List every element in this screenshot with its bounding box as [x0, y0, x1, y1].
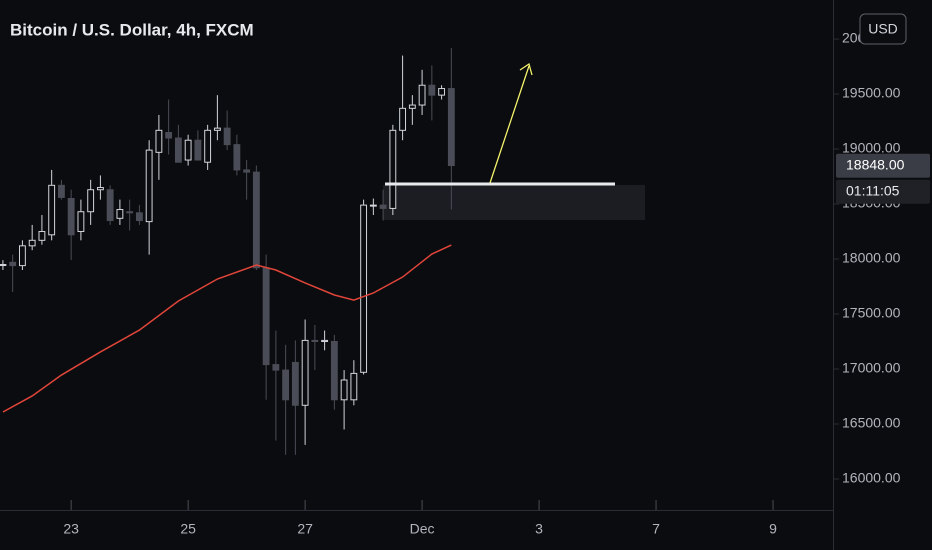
candle-body	[243, 169, 251, 173]
last-price-label: 18848.00	[846, 156, 905, 172]
countdown-badge	[836, 179, 930, 204]
candle-body	[126, 211, 134, 214]
y-tick-label: 18000.00	[842, 250, 901, 266]
x-tick-label: 23	[63, 521, 79, 537]
candle-body	[399, 107, 407, 131]
candle-body	[350, 372, 358, 401]
candle-body	[204, 129, 212, 163]
candle-body	[389, 129, 397, 209]
candle-body	[428, 84, 436, 96]
candle-body	[77, 211, 85, 233]
candle-body	[301, 339, 309, 406]
x-tick-label: 27	[297, 521, 313, 537]
candle-body	[38, 231, 46, 241]
last-price-badge	[836, 153, 930, 178]
arrow-drawing	[489, 65, 530, 184]
candle-body	[116, 209, 124, 219]
candle-body	[262, 267, 270, 366]
x-tick-label: 3	[535, 521, 543, 537]
candle-body	[233, 144, 241, 171]
candle-body	[96, 187, 104, 191]
chart-title: Bitcoin / U.S. Dollar, 4h, FXCM	[10, 20, 254, 39]
candle-body	[87, 189, 95, 213]
candle-body	[223, 127, 231, 146]
candle-body	[0, 264, 7, 267]
countdown-label: 01:11:05	[846, 182, 900, 198]
candle-body	[184, 139, 192, 161]
candle-body	[155, 129, 163, 153]
y-tick-label: 16500.00	[842, 415, 901, 431]
candle-body	[330, 341, 338, 401]
candle-body	[340, 379, 348, 401]
y-tick-label: 19500.00	[842, 85, 901, 101]
candle-body	[447, 88, 455, 167]
candle-body	[418, 84, 426, 106]
y-tick-label: 16000.00	[842, 470, 901, 486]
candle-body	[272, 364, 280, 371]
candle-body	[145, 149, 153, 223]
candle-body	[165, 132, 173, 139]
candle-body	[174, 137, 182, 163]
candle-body	[106, 189, 114, 222]
candle-body	[18, 245, 26, 267]
candle-body	[282, 369, 290, 401]
candle-body	[311, 339, 319, 343]
y-tick-label: 19000.00	[842, 140, 901, 156]
candle-body	[379, 204, 387, 209]
x-tick-label: 25	[180, 521, 196, 537]
candle-body	[213, 127, 221, 131]
candle-body	[48, 184, 56, 236]
currency-button-label[interactable]: USD	[868, 21, 898, 37]
y-tick-label: 17000.00	[842, 360, 901, 376]
candle-body	[438, 88, 446, 96]
candle-body	[360, 204, 368, 373]
candle-body	[252, 171, 260, 269]
candle-body	[57, 184, 65, 198]
candle-body	[135, 212, 143, 222]
candle-body	[67, 198, 75, 236]
y-tick-label: 17500.00	[842, 305, 901, 321]
currency-button-frame[interactable]	[859, 13, 907, 45]
candle-body	[321, 339, 329, 343]
arrow-head	[519, 62, 533, 76]
candle-body	[9, 261, 17, 267]
x-tick-label: 7	[652, 521, 660, 537]
candle-body	[28, 239, 36, 247]
candle-body	[291, 361, 299, 406]
currency-button[interactable]: USD	[859, 13, 907, 45]
zone-rectangle	[383, 185, 645, 220]
x-tick-label: Dec	[410, 521, 435, 537]
moving-average-line	[2, 244, 452, 413]
candle-body	[194, 139, 202, 161]
x-tick-label: 9	[769, 521, 777, 537]
candle-body	[408, 104, 416, 109]
candle-body	[369, 204, 377, 207]
